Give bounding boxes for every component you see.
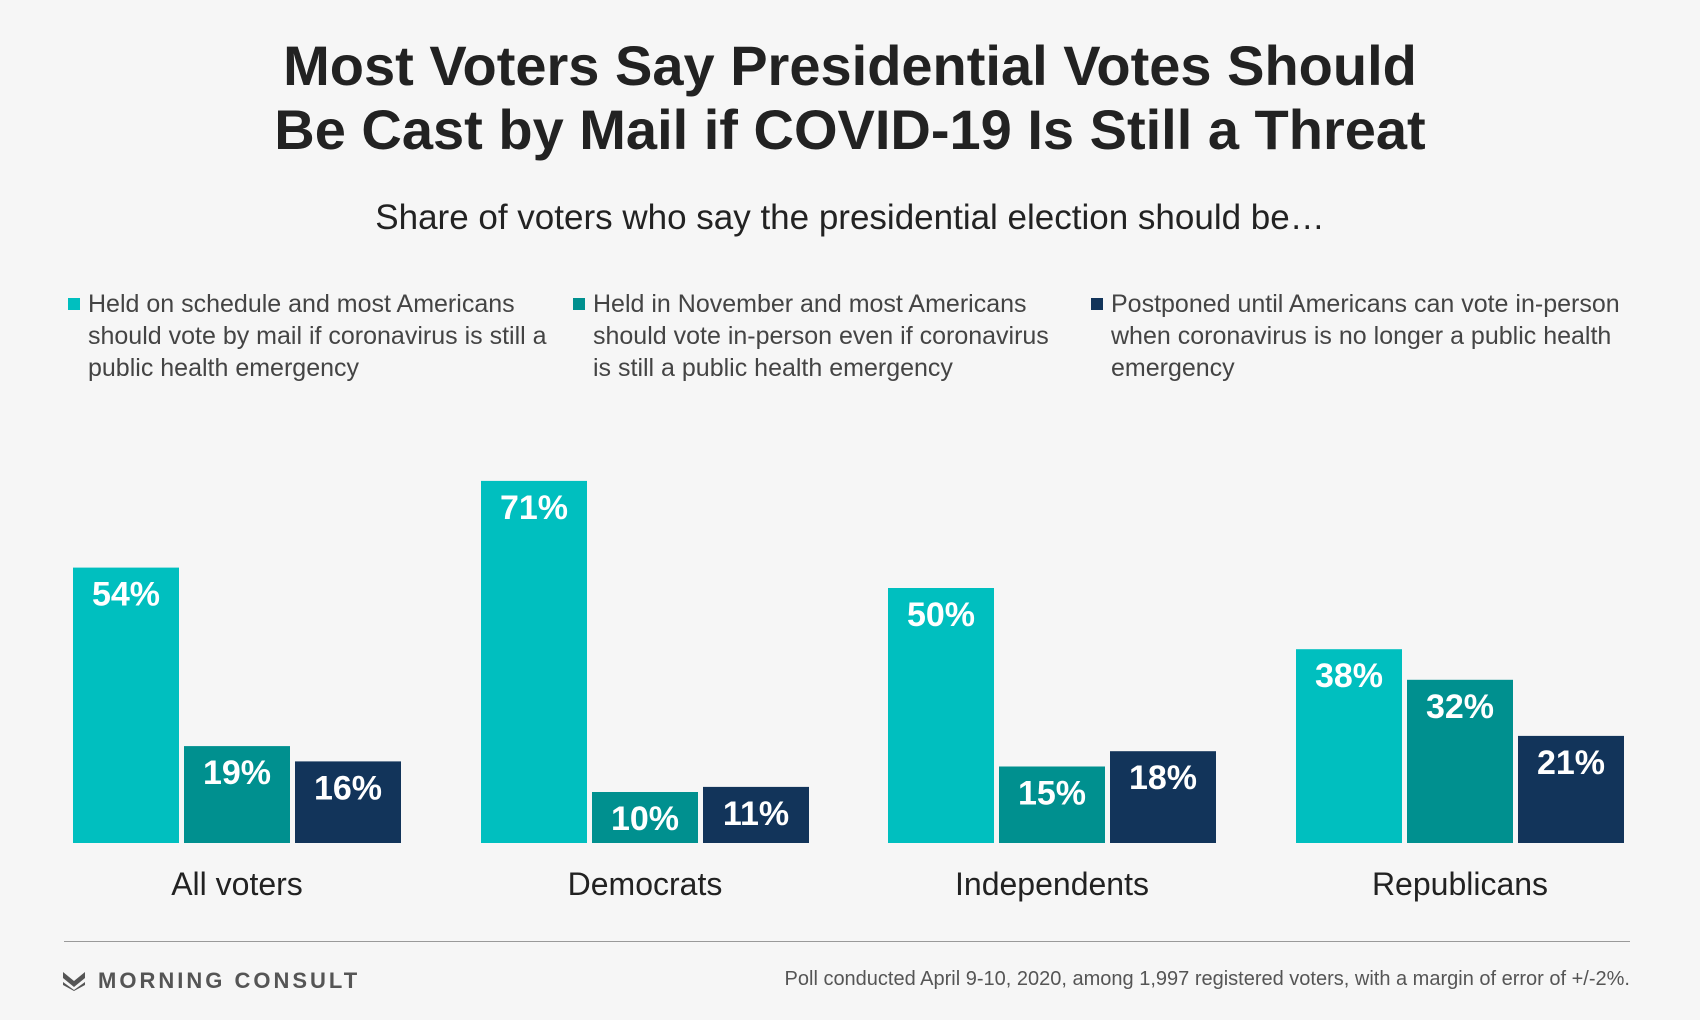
bar-november-1 <box>592 792 698 843</box>
bar-november-2 <box>999 766 1105 843</box>
morning-consult-logo-icon <box>63 972 85 991</box>
brand-name: MORNING CONSULT <box>98 968 361 993</box>
category-label-3: Republicans <box>1372 866 1548 902</box>
bar-november-3 <box>1407 679 1513 843</box>
legend-swatch-november <box>573 298 585 310</box>
legend-swatch-mail <box>68 298 80 310</box>
legend-item-mail: Held on schedule and most Americans shou… <box>68 288 558 384</box>
data-label-mail-1: 71% <box>500 489 568 527</box>
bar-postponed-1 <box>703 786 809 843</box>
data-label-postponed-2: 18% <box>1129 759 1197 797</box>
legend-label-mail: Held on schedule and most Americans shou… <box>88 290 547 382</box>
legend-label-postponed: Postponed until Americans can vote in-pe… <box>1111 290 1620 382</box>
title-line-2: Be Cast by Mail if COVID-19 Is Still a T… <box>274 98 1426 161</box>
bar-november-0 <box>184 746 290 843</box>
legend-item-november: Held in November and most Americans shou… <box>573 288 1073 384</box>
data-label-november-1: 10% <box>611 800 679 838</box>
bar-postponed-0 <box>295 761 401 843</box>
bar-postponed-2 <box>1110 751 1216 843</box>
title-line-1: Most Voters Say Presidential Votes Shoul… <box>283 34 1417 97</box>
data-label-postponed-0: 16% <box>314 769 382 807</box>
category-label-2: Independents <box>955 866 1149 902</box>
legend-item-postponed: Postponed until Americans can vote in-pe… <box>1091 288 1651 384</box>
legend-swatch-postponed <box>1091 298 1103 310</box>
category-label-0: All voters <box>171 866 303 902</box>
bar-mail-3 <box>1296 649 1402 843</box>
chart-subtitle: Share of voters who say the presidential… <box>375 198 1325 237</box>
data-label-postponed-1: 11% <box>723 795 789 833</box>
data-label-november-2: 15% <box>1018 775 1086 813</box>
bar-chart: 54% 19% 16% All voters 71% 10% 11%Democrats 50%… <box>73 480 1624 902</box>
bar-postponed-3 <box>1518 735 1624 843</box>
chart-title: Most Voters Say Presidential Votes Shoul… <box>0 34 1700 162</box>
category-label-1: Democrats <box>568 866 723 902</box>
data-label-mail-2: 50% <box>907 596 975 634</box>
data-label-mail-0: 54% <box>92 576 160 614</box>
data-label-postponed-3: 21% <box>1537 744 1605 782</box>
bar-mail-0 <box>73 567 179 843</box>
footer-divider <box>64 941 1630 942</box>
data-label-november-0: 19% <box>203 754 271 792</box>
brand-logo: MORNING CONSULT <box>62 968 360 994</box>
bar-mail-2 <box>888 588 994 843</box>
data-label-mail-3: 38% <box>1315 657 1383 695</box>
data-label-november-3: 32% <box>1426 688 1494 726</box>
legend-label-november: Held in November and most Americans shou… <box>593 290 1049 382</box>
footnote: Poll conducted April 9-10, 2020, among 1… <box>784 968 1630 990</box>
bar-mail-1 <box>481 480 587 843</box>
